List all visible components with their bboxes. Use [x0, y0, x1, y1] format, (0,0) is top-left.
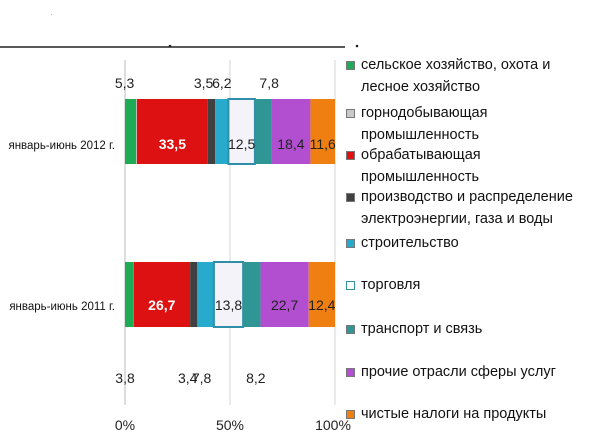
bar-segment: [243, 262, 261, 327]
data-label: 18,4: [277, 136, 304, 152]
category-labels: январь-июнь 2012 г. январь-июнь 2011 г.: [8, 140, 115, 313]
legend-label: транспорт и связь: [361, 321, 483, 337]
x-tick-label: 0%: [115, 417, 135, 433]
legend-label: обрабатывающая промышленность: [361, 147, 481, 185]
bar-segment: [212, 261, 245, 328]
value-labels: 5,333,53,56,212,57,818,4 11,63,826,73,47,…: [115, 75, 336, 386]
bar-segment: [133, 262, 134, 327]
data-label: 13,8: [215, 297, 242, 313]
data-label: 33,5: [159, 136, 186, 152]
data-label: 22,7: [271, 297, 298, 313]
legend-label: прочие отрасли сферы услуг: [361, 364, 556, 380]
bar-segment: [207, 99, 216, 164]
legend-label: сельское хозяйство, охота и лесное хозяй…: [361, 57, 551, 95]
legend-label: строительство: [361, 235, 459, 251]
bar-segment: [308, 262, 335, 327]
data-label: 6,2: [212, 75, 232, 91]
legend-label: горнодобывающая промышленность: [361, 105, 488, 143]
bar-segment: [254, 99, 272, 164]
bar-segment: [271, 99, 311, 164]
data-label: 8,2: [246, 370, 266, 386]
data-label: 12,5: [228, 136, 255, 152]
bar-segment: [215, 99, 229, 164]
legend-label: чистые налоги на продукты: [361, 406, 547, 422]
bar-segment: [310, 99, 335, 164]
bar-segment: [260, 262, 309, 327]
bar-segment: [125, 262, 134, 327]
data-label: 12,4: [308, 297, 335, 313]
legend-swatch: [346, 281, 355, 290]
category-label: январь-июнь 2011 г.: [9, 301, 115, 313]
decorative-dot: ·: [50, 10, 53, 19]
bar-segment: [227, 98, 256, 165]
data-label: 26,7: [148, 297, 175, 313]
bar-segment: [190, 262, 198, 327]
legend-label: производство и распределение электроэнер…: [361, 189, 573, 227]
legend-swatch: [346, 368, 355, 377]
bar-segment: [133, 262, 191, 327]
data-label: 11,6: [310, 136, 336, 152]
legend-swatch: [346, 109, 355, 118]
data-label: 7,8: [259, 75, 279, 91]
data-label: 3,4: [178, 370, 198, 386]
legend-swatch: [346, 61, 355, 70]
legend-swatch: [346, 410, 355, 419]
data-label: 7,8: [192, 370, 212, 386]
legend-swatch: [346, 193, 355, 202]
legend-swatch: [346, 151, 355, 160]
bar-segment: [136, 99, 137, 164]
bar-segment: [197, 262, 214, 327]
legend-swatch: [346, 325, 355, 334]
x-tick-labels: 0% 50% 100%: [115, 417, 351, 433]
x-tick-label: 50%: [216, 417, 244, 433]
bar-segment: [125, 99, 137, 164]
category-label: январь-июнь 2012 г.: [8, 140, 115, 152]
bars: [125, 98, 335, 328]
data-label: 3,8: [115, 370, 135, 386]
header-dot: [355, 44, 359, 48]
header-dot: [168, 44, 172, 48]
data-label: 3,5: [194, 75, 214, 91]
x-tick-label: 100%: [315, 417, 351, 433]
legend-swatch: [346, 239, 355, 248]
data-label: 5,3: [115, 75, 135, 91]
bar-segment: [136, 99, 208, 164]
legend-label: торговля: [361, 277, 421, 293]
